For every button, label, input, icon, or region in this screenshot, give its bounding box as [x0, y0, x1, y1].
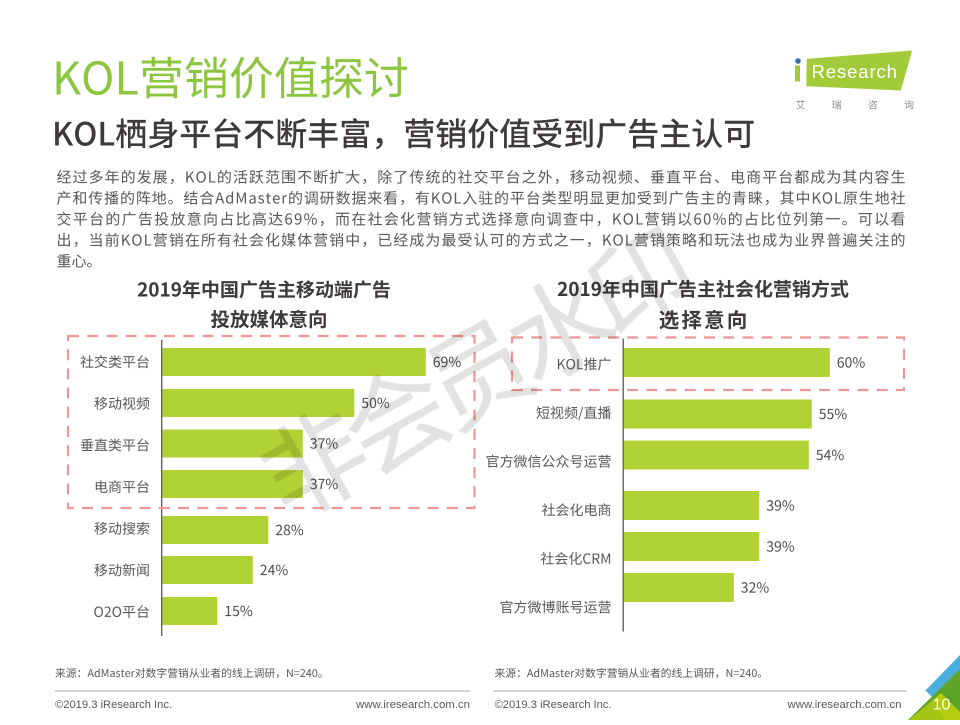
svg-text:©2019.3 iResearch Inc.: ©2019.3 iResearch Inc. [55, 699, 172, 711]
svg-text:Research: Research [812, 61, 898, 82]
svg-text:©2019.3 iResearch Inc.: ©2019.3 iResearch Inc. [495, 699, 612, 711]
svg-text:www.iresearch.com.cn: www.iresearch.com.cn [355, 699, 470, 711]
svg-text:www.iresearch.com.cn: www.iresearch.com.cn [787, 699, 902, 711]
svg-text:10: 10 [933, 697, 951, 714]
